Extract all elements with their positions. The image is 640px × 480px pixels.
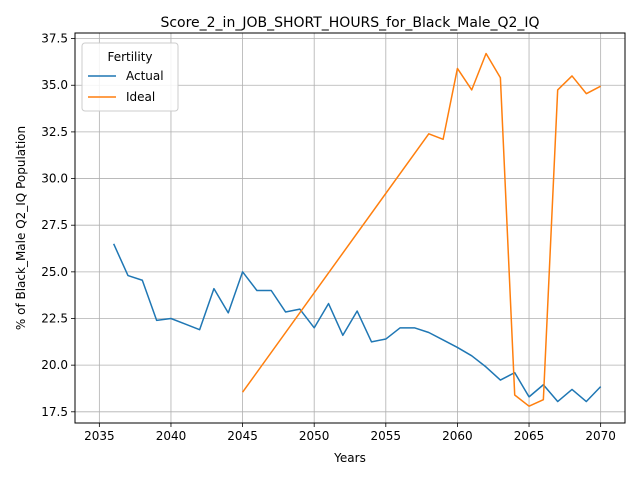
- legend-box: [81, 42, 179, 112]
- y-axis-title: % of Black_Male Q2_IQ Population: [14, 126, 28, 330]
- series-layer: [112, 52, 602, 407]
- x-tick-label: 2040: [156, 429, 187, 443]
- x-tick-label: 2060: [442, 429, 473, 443]
- chart-title: Score_2_in_JOB_SHORT_HOURS_for_Black_Mal…: [160, 15, 539, 31]
- x-axis-title: Years: [333, 451, 366, 465]
- legend: Fertility Actual Ideal: [81, 42, 179, 112]
- y-tick-label: 32.5: [41, 125, 68, 139]
- y-tick-label: 17.5: [41, 405, 68, 419]
- y-tick-label: 22.5: [41, 312, 68, 326]
- series-line-ideal: [241, 52, 601, 407]
- axis-ticks: 2035 2040 2045 2050 2055 2060 2065 2070 17.5 20.0…: [41, 32, 616, 443]
- y-tick-label: 27.5: [41, 218, 68, 232]
- x-tick-label: 2055: [371, 429, 402, 443]
- x-tick-label: 2070: [585, 429, 616, 443]
- x-tick-label: 2065: [514, 429, 545, 443]
- y-tick-label: 30.0: [41, 172, 68, 186]
- legend-label-actual: Actual: [126, 69, 164, 83]
- y-tick-label: 20.0: [41, 358, 68, 372]
- y-tick-label: 37.5: [41, 32, 68, 46]
- legend-title: Fertility: [107, 50, 152, 64]
- grid-lines: [75, 33, 625, 423]
- y-tick-label: 25.0: [41, 265, 68, 279]
- x-tick-label: 2035: [84, 429, 115, 443]
- x-tick-label: 2050: [299, 429, 330, 443]
- series-line-actual: [112, 243, 602, 403]
- legend-label-ideal: Ideal: [126, 90, 155, 104]
- y-tick-label: 35.0: [41, 78, 68, 92]
- plot-frame: [74, 32, 626, 424]
- x-tick-label: 2045: [227, 429, 258, 443]
